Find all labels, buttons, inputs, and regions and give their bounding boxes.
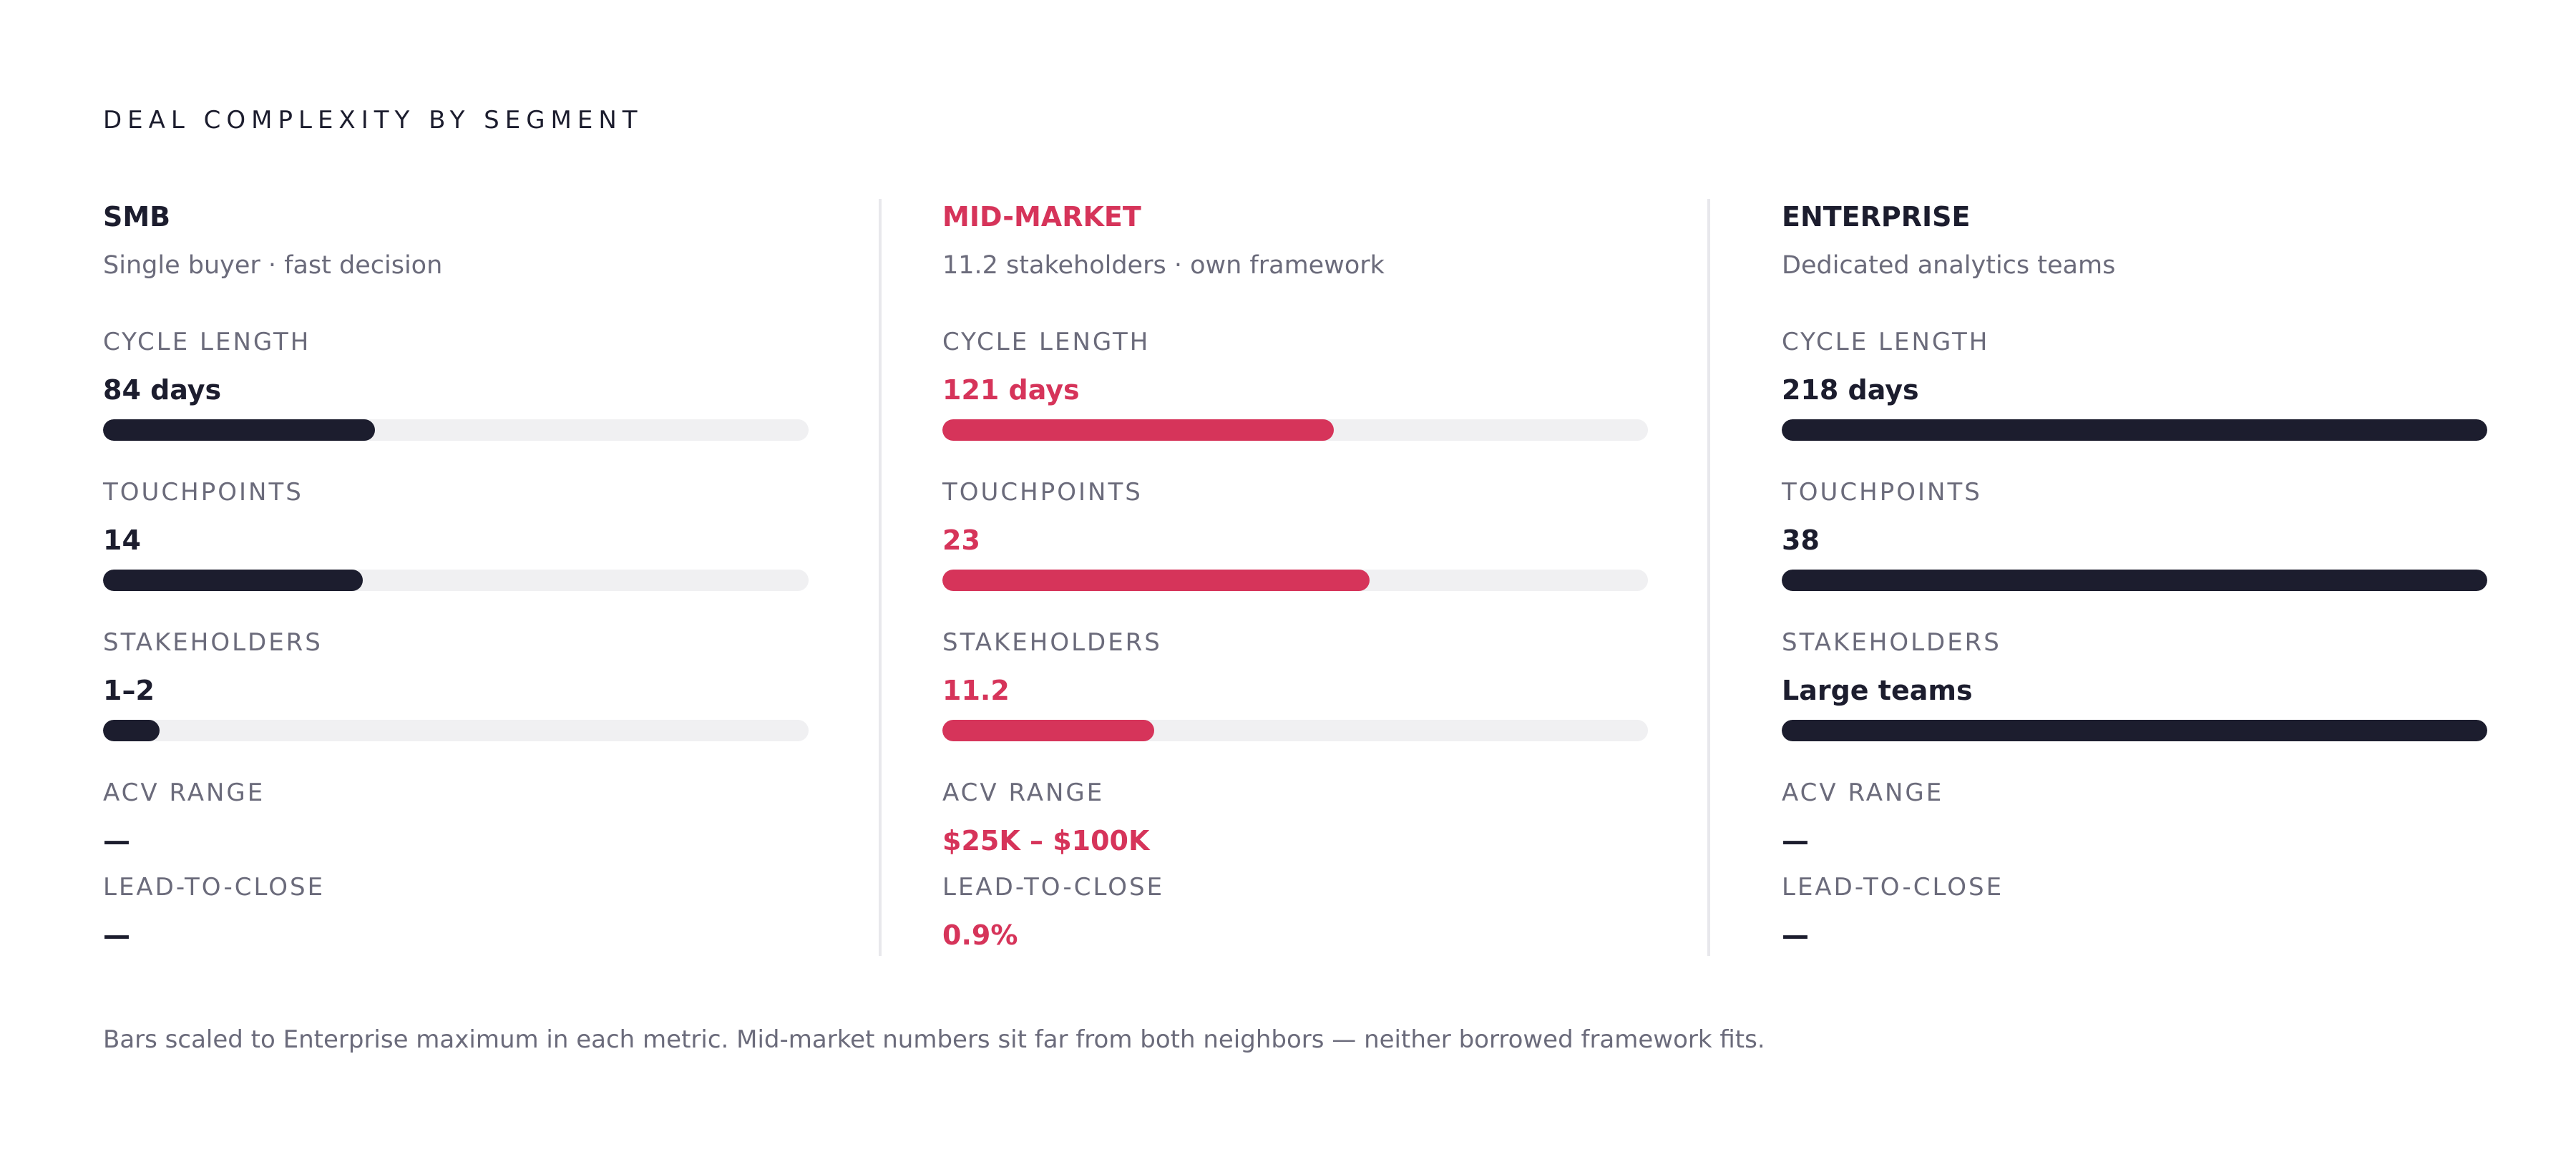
segment-name: SMB — [103, 201, 171, 233]
bar-fill-stakeholders — [1782, 720, 2487, 741]
column-divider — [879, 199, 882, 956]
metric-label-touchpoints: TOUCHPOINTS — [103, 478, 303, 507]
bar-track-stakeholders — [942, 720, 1648, 741]
metric-value-touchpoints: 38 — [1782, 524, 1820, 556]
metric-label-lead-to-close: LEAD-TO-CLOSE — [942, 873, 1165, 902]
metric-label-lead-to-close: LEAD-TO-CLOSE — [103, 873, 326, 902]
metric-value-lead-to-close: — — [103, 919, 130, 951]
metric-value-acv-range: — — [103, 825, 130, 856]
metric-value-touchpoints: 14 — [103, 524, 141, 556]
metric-label-touchpoints: TOUCHPOINTS — [1782, 478, 1982, 507]
metric-value-stakeholders: Large teams — [1782, 675, 1973, 706]
metric-label-lead-to-close: LEAD-TO-CLOSE — [1782, 873, 2004, 902]
metric-value-lead-to-close: 0.9% — [942, 919, 1018, 951]
footnote: Bars scaled to Enterprise maximum in eac… — [103, 1025, 1765, 1054]
segment-subtitle: Single buyer · fast decision — [103, 251, 443, 280]
metric-value-cycle-length: 121 days — [942, 374, 1080, 406]
metric-label-touchpoints: TOUCHPOINTS — [942, 478, 1143, 507]
metric-value-stakeholders: 1–2 — [103, 675, 155, 706]
bar-track-stakeholders — [103, 720, 809, 741]
bar-track-touchpoints — [103, 570, 809, 591]
metric-label-stakeholders: STAKEHOLDERS — [1782, 628, 2001, 657]
column-divider — [1707, 199, 1710, 956]
page-title: DEAL COMPLEXITY BY SEGMENT — [103, 106, 643, 135]
metric-value-acv-range: — — [1782, 825, 1809, 856]
bar-fill-stakeholders — [103, 720, 160, 741]
bar-fill-stakeholders — [942, 720, 1154, 741]
segment-subtitle: Dedicated analytics teams — [1782, 251, 2116, 280]
bar-track-touchpoints — [942, 570, 1648, 591]
bar-fill-touchpoints — [1782, 570, 2487, 591]
bar-fill-cycle-length — [942, 419, 1335, 441]
bar-fill-cycle-length — [103, 419, 375, 441]
metric-label-stakeholders: STAKEHOLDERS — [942, 628, 1162, 657]
segment-subtitle: 11.2 stakeholders · own framework — [942, 251, 1385, 280]
metric-label-stakeholders: STAKEHOLDERS — [103, 628, 323, 657]
metric-value-cycle-length: 218 days — [1782, 374, 1919, 406]
metric-label-acv-range: ACV RANGE — [942, 778, 1105, 807]
metric-label-acv-range: ACV RANGE — [1782, 778, 1944, 807]
metric-value-stakeholders: 11.2 — [942, 675, 1010, 706]
metric-value-touchpoints: 23 — [942, 524, 980, 556]
bar-track-cycle-length — [1782, 419, 2487, 441]
metric-label-cycle-length: CYCLE LENGTH — [942, 328, 1151, 356]
bar-fill-cycle-length — [1782, 419, 2487, 441]
bar-fill-touchpoints — [103, 570, 364, 591]
metric-label-acv-range: ACV RANGE — [103, 778, 265, 807]
bar-track-cycle-length — [942, 419, 1648, 441]
metric-label-cycle-length: CYCLE LENGTH — [103, 328, 311, 356]
metric-label-cycle-length: CYCLE LENGTH — [1782, 328, 1990, 356]
bar-track-touchpoints — [1782, 570, 2487, 591]
bar-fill-touchpoints — [942, 570, 1370, 591]
segment-columns: SMB Single buyer · fast decision CYCLE L… — [0, 195, 2576, 967]
segment-name: ENTERPRISE — [1782, 201, 1971, 233]
bar-track-stakeholders — [1782, 720, 2487, 741]
bar-track-cycle-length — [103, 419, 809, 441]
metric-value-cycle-length: 84 days — [103, 374, 222, 406]
segment-name: MID-MARKET — [942, 201, 1141, 233]
metric-value-lead-to-close: — — [1782, 919, 1809, 951]
metric-value-acv-range: $25K – $100K — [942, 825, 1150, 856]
